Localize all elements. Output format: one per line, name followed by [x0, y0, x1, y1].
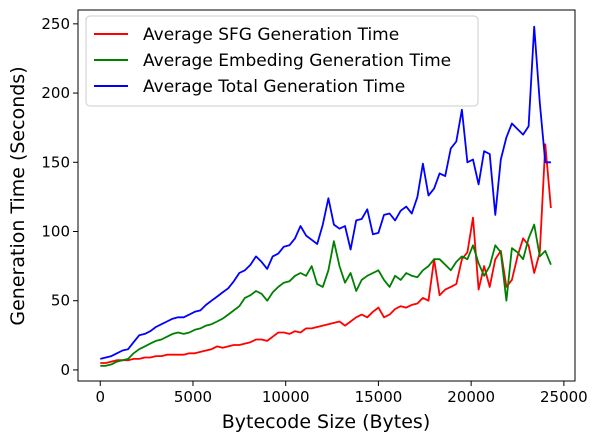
x-axis-title: Bytecode Size (Bytes): [222, 411, 430, 433]
series-layer: [100, 25, 552, 367]
legend: Average SFG Generation Time Average Embe…: [85, 15, 479, 107]
y-tick-label: 200: [41, 84, 70, 102]
x-tick-label: 10000: [262, 388, 310, 406]
y-axis: 0 50 100 150 200 250: [41, 15, 78, 379]
legend-label-embedding: Average Embeding Generation Time: [143, 51, 451, 71]
y-axis-title: Generation Time (Seconds): [7, 66, 29, 325]
series-line-2: [100, 25, 551, 360]
y-tick-label: 150: [41, 153, 70, 171]
y-tick-label: 0: [60, 361, 70, 379]
series-line-1: [100, 223, 552, 367]
legend-box: [85, 15, 479, 107]
x-tick-label: 25000: [540, 388, 588, 406]
x-tick-label: 15000: [355, 388, 403, 406]
y-tick-label: 250: [41, 15, 70, 33]
x-tick-label: 0: [95, 388, 105, 406]
x-tick-label: 20000: [447, 388, 495, 406]
legend-label-sfg: Average SFG Generation Time: [143, 25, 399, 45]
y-tick-label: 100: [41, 222, 70, 240]
legend-label-total: Average Total Generation Time: [143, 77, 405, 97]
x-axis: 0 5000 10000 15000 20000 25000: [95, 381, 588, 406]
x-tick-label: 5000: [174, 388, 212, 406]
y-tick-label: 50: [51, 292, 70, 310]
